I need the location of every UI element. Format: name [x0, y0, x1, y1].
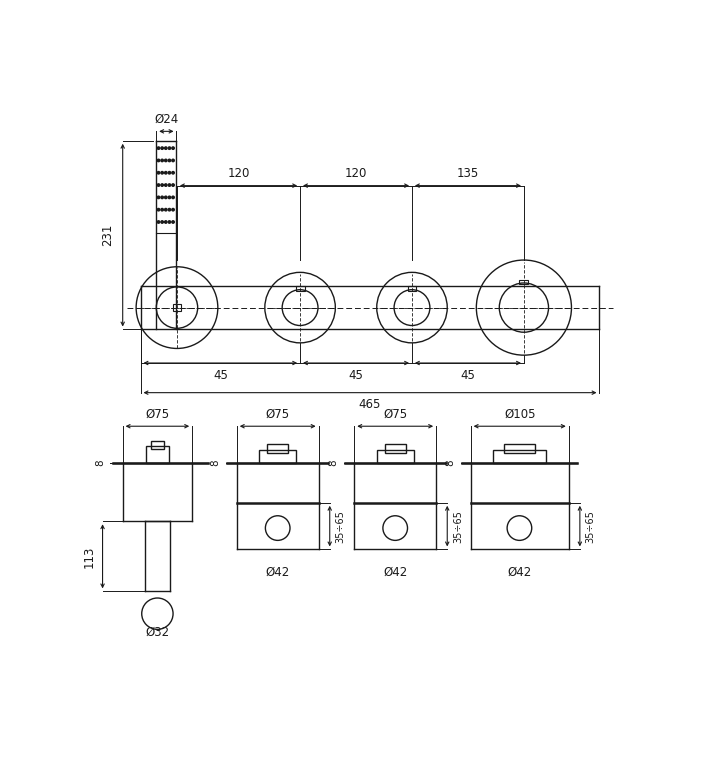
Bar [267, 444, 288, 452]
Circle shape [165, 221, 167, 223]
Circle shape [168, 147, 170, 149]
Circle shape [157, 147, 160, 149]
Circle shape [157, 184, 160, 186]
Text: 113: 113 [83, 545, 96, 567]
Circle shape [161, 208, 163, 211]
Circle shape [168, 221, 170, 223]
Circle shape [157, 171, 160, 174]
Text: 8: 8 [95, 459, 105, 466]
Text: 45: 45 [213, 368, 227, 381]
Circle shape [165, 171, 167, 174]
Circle shape [172, 147, 174, 149]
Text: 120: 120 [345, 167, 367, 180]
Circle shape [161, 147, 163, 149]
Text: Ø24: Ø24 [155, 113, 178, 126]
Circle shape [168, 208, 170, 211]
Text: Ø42: Ø42 [508, 566, 531, 579]
Text: 8: 8 [211, 459, 221, 466]
Circle shape [161, 184, 163, 186]
Text: 8: 8 [328, 459, 338, 466]
Text: 8: 8 [445, 459, 456, 466]
Circle shape [165, 208, 167, 211]
Text: Ø42: Ø42 [266, 566, 290, 579]
Circle shape [172, 171, 174, 174]
Text: 135: 135 [457, 167, 479, 180]
Circle shape [157, 221, 160, 223]
Bar [505, 444, 535, 452]
Circle shape [168, 171, 170, 174]
Bar [295, 286, 305, 291]
Bar [259, 450, 296, 462]
Text: 465: 465 [359, 398, 381, 411]
Circle shape [172, 221, 174, 223]
Circle shape [172, 184, 174, 186]
Circle shape [161, 196, 163, 198]
Circle shape [168, 196, 170, 198]
Circle shape [157, 208, 160, 211]
Bar [146, 445, 169, 462]
Text: Ø42: Ø42 [383, 566, 407, 579]
Circle shape [161, 159, 163, 161]
Bar [493, 450, 547, 462]
Circle shape [172, 159, 174, 161]
Text: 120: 120 [227, 167, 250, 180]
Text: Ø32: Ø32 [145, 626, 170, 639]
Text: Ø75: Ø75 [383, 408, 407, 421]
Text: Ø75: Ø75 [145, 408, 170, 421]
Text: 45: 45 [349, 368, 363, 381]
Circle shape [165, 184, 167, 186]
Circle shape [157, 196, 160, 198]
Circle shape [168, 184, 170, 186]
Text: 45: 45 [461, 368, 475, 381]
Circle shape [172, 196, 174, 198]
Circle shape [172, 208, 174, 211]
Text: Ø105: Ø105 [504, 408, 536, 421]
Text: 35÷65: 35÷65 [335, 510, 345, 543]
Bar [377, 450, 414, 462]
Text: 231: 231 [101, 224, 114, 246]
Circle shape [157, 159, 160, 161]
Bar [173, 304, 180, 311]
Circle shape [161, 221, 163, 223]
Text: 35÷65: 35÷65 [586, 510, 596, 543]
Circle shape [165, 196, 167, 198]
Text: Ø75: Ø75 [266, 408, 290, 421]
Circle shape [165, 159, 167, 161]
Bar [385, 444, 406, 452]
Circle shape [165, 147, 167, 149]
Bar [151, 442, 164, 449]
Text: 35÷65: 35÷65 [453, 510, 463, 543]
Bar [407, 286, 417, 291]
Circle shape [168, 159, 170, 161]
Bar [519, 279, 529, 284]
Circle shape [161, 171, 163, 174]
